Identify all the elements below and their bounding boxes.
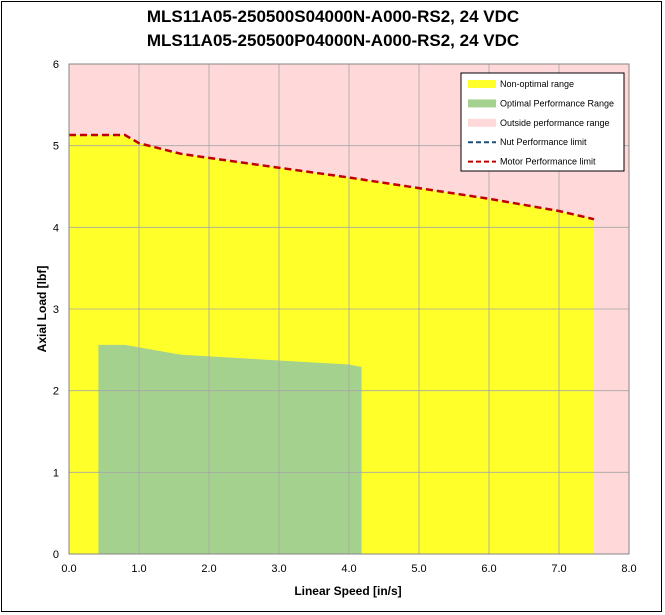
y-tick-label: 2 [53,386,59,398]
y-axis-title: Axial Load [lbf] [35,266,49,353]
legend-swatch-outside-performance-range [468,118,496,127]
motor-performance-limit-line [69,133,595,221]
x-tick-label: 7.0 [551,563,566,575]
chart-title-line-2: MLS11A05-250500P04000N-A000-RS2, 24 VDC [147,31,519,50]
chart-title-line-1: MLS11A05-250500S04000N-A000-RS2, 24 VDC [147,7,519,26]
legend-label-motor-performance-limit: Motor Performance limit [500,157,596,167]
x-axis-title: Linear Speed [in/s] [294,584,401,598]
legend-label-outside-performance-range: Outside performance range [500,118,610,128]
legend-label-optimal-performance-range: Optimal Performance Range [500,98,614,108]
y-tick-label: 0 [53,549,59,561]
y-tick-label: 6 [53,59,59,71]
x-tick-label: 3.0 [271,563,286,575]
y-tick-label: 4 [53,222,59,234]
y-tick-label: 3 [53,304,59,316]
x-tick-label: 0.0 [61,563,76,575]
x-tick-label: 5.0 [411,563,426,575]
x-tick-label: 2.0 [201,563,216,575]
legend-label-non-optimal-range: Non-optimal range [500,79,574,89]
legend-swatch-optimal-performance-range [468,99,496,108]
x-tick-label: 1.0 [131,563,146,575]
axes: 0.0 1.0 2.0 3.0 4.0 5.0 6.0 7.0 8.0 0 1 2 3 4 5 6 [53,59,637,575]
x-tick-label: 6.0 [481,563,496,575]
y-tick-label: 1 [53,467,59,479]
legend-label-nut-performance-limit: Nut Performance limit [500,137,587,147]
legend: Non-optimal range Optimal Performance Ran… [460,72,625,172]
optimal-performance-range-area [98,344,362,554]
x-tick-label: 4.0 [341,563,356,575]
x-tick-label: 8.0 [621,563,636,575]
legend-swatch-non-optimal-range [468,80,496,88]
plot-border [68,63,630,555]
y-tick-label: 5 [53,141,59,153]
